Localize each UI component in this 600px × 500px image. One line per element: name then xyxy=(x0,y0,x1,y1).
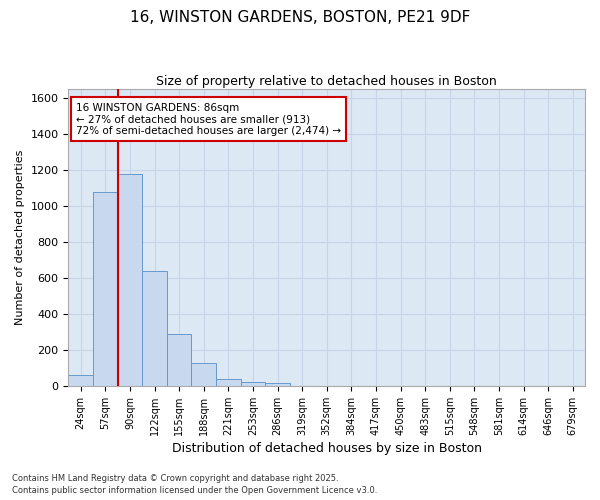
Bar xyxy=(142,271,167,386)
Title: Size of property relative to detached houses in Boston: Size of property relative to detached ho… xyxy=(157,75,497,88)
Bar xyxy=(191,364,216,386)
Bar xyxy=(68,375,93,386)
Bar xyxy=(241,382,265,386)
Bar xyxy=(216,379,241,386)
Bar xyxy=(167,334,191,386)
X-axis label: Distribution of detached houses by size in Boston: Distribution of detached houses by size … xyxy=(172,442,482,455)
Y-axis label: Number of detached properties: Number of detached properties xyxy=(15,150,25,325)
Text: 16 WINSTON GARDENS: 86sqm
← 27% of detached houses are smaller (913)
72% of semi: 16 WINSTON GARDENS: 86sqm ← 27% of detac… xyxy=(76,102,341,136)
Bar xyxy=(93,192,118,386)
Text: 16, WINSTON GARDENS, BOSTON, PE21 9DF: 16, WINSTON GARDENS, BOSTON, PE21 9DF xyxy=(130,10,470,25)
Text: Contains HM Land Registry data © Crown copyright and database right 2025.
Contai: Contains HM Land Registry data © Crown c… xyxy=(12,474,377,495)
Bar xyxy=(118,174,142,386)
Bar xyxy=(265,384,290,386)
